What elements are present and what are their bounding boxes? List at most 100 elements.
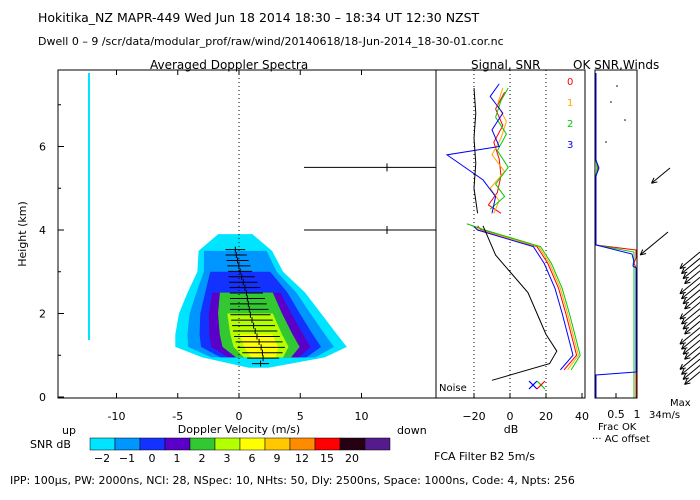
colorbar-label: SNR dB bbox=[30, 438, 71, 451]
wind-arrow bbox=[679, 352, 700, 370]
ok-blue-line bbox=[595, 73, 637, 398]
signal-series-0 bbox=[487, 91, 506, 214]
ok-x-tick-label: 1 bbox=[634, 408, 641, 421]
colorbar-swatch bbox=[364, 437, 391, 451]
wind-arrow-head bbox=[682, 298, 687, 305]
wind-arrow bbox=[679, 327, 700, 345]
wind-arrow-head bbox=[682, 352, 689, 355]
signal-series-2 bbox=[466, 223, 581, 371]
legend-number-3: 3 bbox=[567, 140, 573, 151]
wind-arrow-head bbox=[679, 342, 686, 345]
signal-x-tick-label: 20 bbox=[539, 410, 553, 423]
snr-colorbar: −2 −1 0 1 2 3 6 9 12 15 20 bbox=[89, 437, 391, 465]
fca-filter: FCA Filter B2 5m/s bbox=[434, 450, 535, 463]
wind-arrow-head bbox=[679, 288, 683, 294]
signal-x-axis-label: dB bbox=[504, 423, 519, 436]
spectra-panel: -10 -5 0 5 10 0 2 4 6 Height (km) Doppler Veloc… bbox=[16, 69, 437, 437]
wind-arrow-high bbox=[651, 167, 671, 184]
colorbar-swatch bbox=[289, 437, 316, 451]
signal-grid bbox=[473, 70, 547, 398]
wind-arrow-head bbox=[684, 281, 691, 285]
spectra-y-axis: 0 2 4 6 bbox=[39, 104, 64, 404]
wind-arrow-head bbox=[682, 373, 687, 380]
signal-panel: −20 0 20 40 dB Noise 0 1 2 3 bbox=[435, 69, 589, 436]
wind-arrow-head bbox=[681, 271, 688, 275]
wind-arrow bbox=[682, 314, 700, 330]
wind-arrow-head bbox=[681, 296, 688, 300]
wind-arrow-high-head bbox=[651, 181, 658, 184]
legend-number-1: 1 bbox=[567, 98, 573, 109]
spectra-up-label: up bbox=[62, 424, 76, 437]
wind-barbs bbox=[639, 167, 700, 385]
colorbar-tick-label: 20 bbox=[345, 452, 359, 465]
colorbar-swatch bbox=[314, 437, 341, 451]
signal-series bbox=[445, 83, 581, 381]
wind-arrow-head bbox=[679, 266, 686, 270]
colorbar-swatch bbox=[89, 437, 116, 451]
signal-legend: 0 1 2 3 bbox=[567, 77, 573, 151]
wind-arrow-head bbox=[682, 348, 687, 355]
spectra-y-tick-label: 2 bbox=[39, 308, 46, 321]
wind-arrow-head bbox=[684, 277, 688, 284]
wind-arrow bbox=[682, 289, 700, 305]
spectra-y-tick-label: 0 bbox=[39, 391, 46, 404]
wind-arrow bbox=[681, 283, 700, 300]
signal-x-markers bbox=[528, 380, 546, 390]
wind-arrow-head bbox=[681, 293, 685, 300]
ok-winds-title: OK SNR,Winds bbox=[573, 58, 660, 72]
spectra-y-tick-label: 6 bbox=[39, 141, 46, 154]
spectra-y-tick-label: 4 bbox=[39, 224, 46, 237]
spectra-x-tick-label: 5 bbox=[297, 410, 304, 423]
wind-arrow-head bbox=[679, 313, 683, 320]
marker-x-red bbox=[536, 380, 546, 390]
colorbar-tick-label: 6 bbox=[249, 452, 256, 465]
ok-dots bbox=[605, 85, 626, 143]
wind-arrow bbox=[679, 251, 700, 269]
wind-arrow-head bbox=[681, 372, 688, 375]
ok-dot bbox=[616, 85, 618, 87]
wind-arrow bbox=[681, 308, 700, 325]
wind-arrow bbox=[682, 365, 700, 380]
colorbar-swatch bbox=[239, 437, 266, 451]
colorbar-tick-label: 1 bbox=[174, 452, 181, 465]
signal-series-Noise bbox=[473, 88, 479, 214]
ok-panel: 0.5 1 Frac OK ··· AC offset bbox=[592, 69, 650, 445]
signal-series-Noise bbox=[482, 225, 558, 381]
colorbar-tick-label: −1 bbox=[119, 452, 135, 465]
signal-series-3 bbox=[445, 83, 504, 214]
wind-arrow bbox=[681, 257, 700, 274]
spectra-shear-markers bbox=[225, 246, 285, 367]
spectra-y-axis-label: Height (km) bbox=[16, 201, 29, 267]
wind-arrow bbox=[684, 371, 700, 385]
colorbar-swatch bbox=[189, 437, 216, 451]
wind-arrow-head bbox=[684, 332, 691, 335]
noise-label: Noise bbox=[439, 383, 467, 394]
max-speed-label: 34m/s bbox=[649, 410, 680, 421]
ok-dot bbox=[605, 141, 607, 143]
colorbar-swatch bbox=[114, 437, 141, 451]
wind-arrow-head bbox=[681, 267, 685, 274]
wind-arrow bbox=[684, 295, 700, 310]
spectra-x-axis: -10 -5 0 5 10 bbox=[108, 70, 369, 423]
interference-spikes bbox=[304, 163, 436, 234]
wind-arrow-head bbox=[679, 317, 686, 320]
wind-arrow bbox=[681, 333, 700, 350]
wind-arrow bbox=[684, 270, 700, 285]
wind-arrow-head bbox=[682, 301, 689, 305]
wind-arrow-head bbox=[679, 338, 683, 345]
colorbar-tick-label: 2 bbox=[199, 452, 206, 465]
wind-arrow-head bbox=[681, 322, 688, 325]
ok-red-line bbox=[595, 73, 637, 398]
ok-x-tick-label: 0.5 bbox=[607, 408, 625, 421]
spectra-x-tick-label: 0 bbox=[236, 410, 243, 423]
spectra-x-tick-label: 10 bbox=[355, 410, 369, 423]
max-label: Max bbox=[670, 398, 691, 409]
wind-arrow-head bbox=[684, 357, 691, 360]
wind-arrow bbox=[679, 302, 700, 320]
ok-dot bbox=[624, 119, 626, 121]
legend-number-0: 0 bbox=[567, 77, 573, 88]
signal-series-2 bbox=[489, 87, 509, 210]
wind-arrow bbox=[682, 339, 700, 355]
wind-arrow-head bbox=[679, 262, 683, 269]
signal-x-axis: −20 0 20 40 bbox=[462, 393, 589, 423]
